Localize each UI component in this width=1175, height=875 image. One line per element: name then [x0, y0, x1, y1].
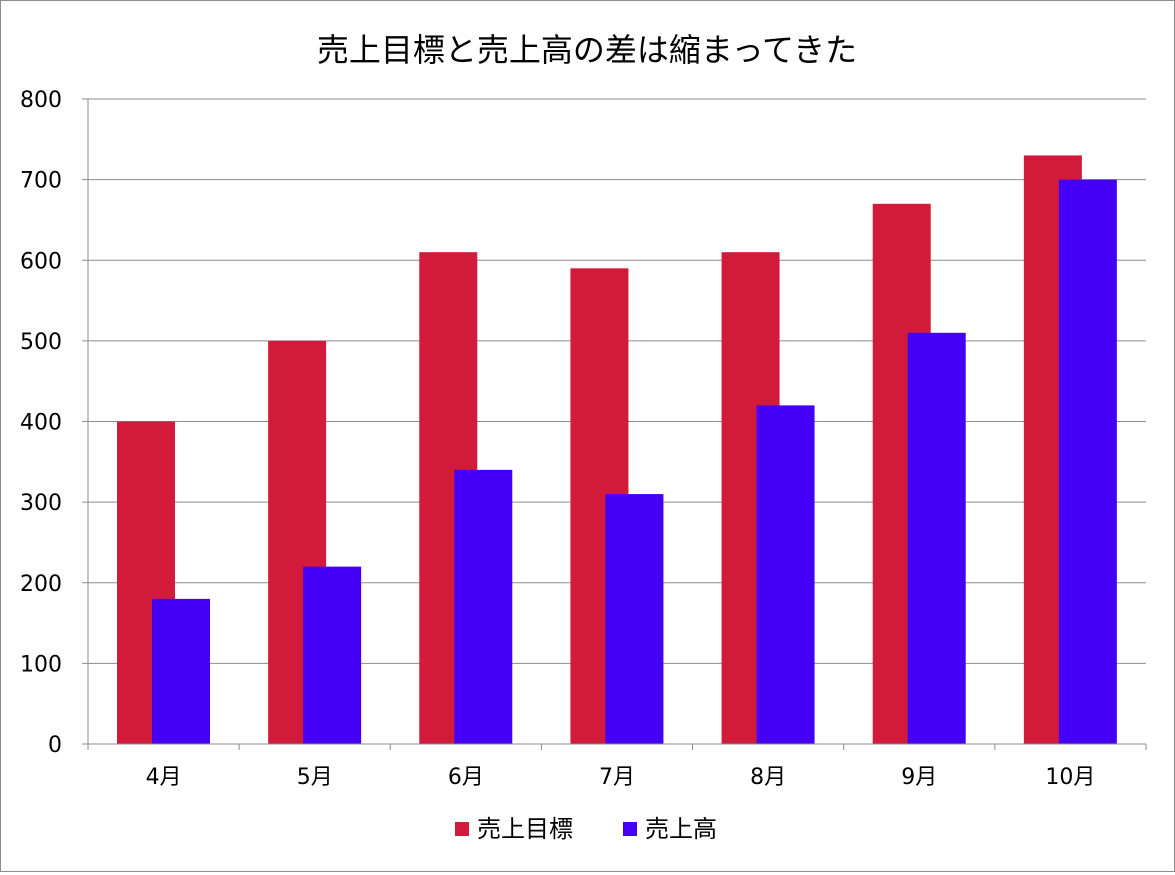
bar-sales-6 [907, 332, 966, 744]
legend-swatch-target [455, 822, 469, 836]
x-tick-labels: 4月 5月 6月 7月 8月 9月 10月 [146, 765, 1096, 790]
y-tick-label: 200 [20, 572, 62, 597]
bar-sales-5 [756, 405, 815, 744]
x-tick-label: 9月 [901, 765, 937, 790]
x-tick-label: 5月 [297, 765, 333, 790]
x-tick-label: 10月 [1045, 765, 1095, 790]
y-tick-label: 700 [20, 169, 62, 194]
y-tick-label: 400 [20, 411, 62, 436]
bar-sales-7 [1058, 179, 1117, 744]
y-tick-label: 300 [20, 491, 62, 516]
y-tick-label: 500 [20, 330, 62, 355]
y-tick-label: 600 [20, 249, 62, 274]
bar-sales-1 [152, 598, 210, 744]
y-tick-label: 0 [48, 733, 62, 758]
x-tick-label: 7月 [599, 765, 635, 790]
y-tick-labels: 0 100 200 300 400 500 600 700 800 [20, 88, 62, 758]
legend-label-sales: 売上高 [645, 815, 717, 843]
legend-label-target: 売上目標 [477, 815, 573, 843]
bar-sales-3 [454, 469, 513, 744]
legend: 売上目標 売上高 [455, 815, 717, 843]
y-tick-label: 100 [20, 652, 62, 677]
y-tick-label: 800 [20, 88, 62, 113]
bars [117, 155, 1117, 744]
chart-title: 売上目標と売上高の差は縮まってきた [317, 31, 857, 69]
bar-sales-2 [303, 566, 362, 744]
x-tick-label: 6月 [448, 765, 484, 790]
bar-sales-4 [605, 494, 664, 744]
legend-swatch-sales [623, 822, 637, 836]
axes [82, 98, 1147, 750]
x-tick-label: 8月 [750, 765, 786, 790]
x-tick-label: 4月 [146, 765, 182, 790]
